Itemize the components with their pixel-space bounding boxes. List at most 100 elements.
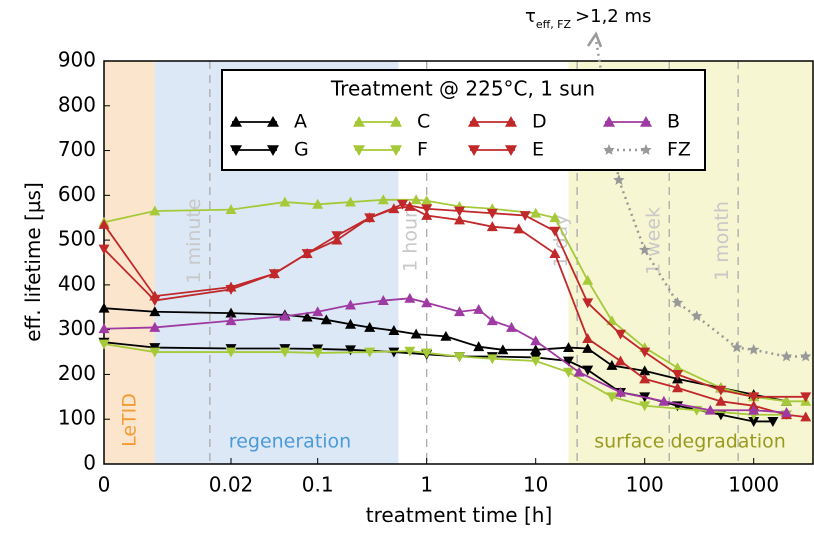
data-point	[513, 223, 525, 234]
data-point	[563, 342, 575, 352]
data-point	[149, 321, 161, 332]
data-point	[98, 323, 110, 334]
x-axis-label: treatment time [h]	[366, 503, 553, 527]
data-point	[268, 269, 280, 280]
annotation-symbol: τ	[525, 6, 536, 27]
data-point	[149, 306, 161, 317]
annotation-text: >1,2 ms	[575, 6, 651, 27]
data-point	[549, 226, 561, 237]
legend-label: E	[532, 139, 544, 161]
legend-marker	[353, 116, 365, 127]
data-point	[582, 342, 594, 353]
time-mark-label: 1 minute	[183, 198, 205, 283]
y-tick-label: 0	[83, 451, 96, 475]
x-tick-label: 10	[523, 473, 548, 497]
legend-label: D	[532, 111, 547, 133]
data-point	[473, 304, 485, 314]
data-point	[781, 395, 793, 406]
data-point	[639, 347, 651, 358]
data-point	[279, 347, 291, 358]
data-point	[364, 213, 376, 224]
data-point	[377, 194, 389, 205]
plot-frame	[103, 60, 814, 465]
legend-marker	[640, 116, 652, 127]
data-point	[397, 199, 409, 210]
data-point	[615, 329, 627, 340]
data-point	[345, 345, 357, 356]
y-axis-label: eff. lifetime [µs]	[21, 182, 45, 342]
data-point	[410, 194, 422, 205]
legend-marker	[390, 116, 402, 127]
data-point	[345, 299, 357, 310]
annotation: τeff, FZ >1,2 ms	[525, 6, 651, 31]
data-point	[486, 315, 498, 326]
data-point	[563, 367, 575, 378]
data-point	[98, 302, 110, 313]
data-point	[331, 231, 343, 242]
data-point	[454, 214, 466, 225]
data-point	[582, 365, 594, 376]
data-point	[715, 395, 727, 406]
data-point	[421, 209, 433, 220]
data-point	[454, 352, 466, 363]
data-point	[225, 315, 237, 326]
data-point	[613, 174, 625, 185]
legend-marker	[468, 116, 480, 127]
data-point	[704, 404, 716, 415]
data-point	[672, 362, 684, 373]
x-tick-label: 1000	[728, 473, 779, 497]
legend-label: FZ	[667, 139, 691, 161]
data-point	[781, 407, 793, 417]
data-point	[639, 401, 651, 412]
x-tick-label: 100	[626, 473, 664, 497]
legend-label: G	[294, 139, 309, 161]
data-point	[549, 248, 561, 258]
data-point	[530, 356, 542, 367]
legend: Treatment @ 225°C, 1 sun AG CF DE B FZ	[221, 69, 706, 171]
data-point	[582, 274, 594, 285]
data-point	[312, 198, 324, 209]
y-tick-label: 500	[58, 227, 96, 251]
data-point	[799, 350, 812, 362]
time-mark-label: 1 month	[711, 201, 733, 281]
region	[104, 61, 155, 464]
data-point	[671, 296, 684, 308]
data-point	[149, 205, 161, 216]
data-point	[279, 310, 291, 321]
data-point	[615, 355, 627, 366]
data-point	[639, 373, 651, 384]
x-tick-label: 1	[420, 473, 433, 497]
data-point	[748, 392, 760, 403]
data-point	[573, 366, 585, 377]
data-point	[225, 204, 237, 215]
annotation-subscript: eff, FZ	[536, 18, 572, 31]
data-point	[530, 335, 542, 346]
legend-marker	[267, 145, 279, 156]
data-point	[506, 321, 518, 332]
data-point	[748, 404, 760, 415]
data-point	[530, 344, 542, 355]
data-point	[672, 382, 684, 393]
legend-label: F	[417, 139, 428, 161]
region-label: surface degradation	[594, 431, 786, 453]
data-point	[404, 292, 416, 303]
data-point	[715, 385, 727, 396]
legend-marker	[603, 116, 615, 127]
data-point	[98, 339, 110, 350]
y-tick-label: 100	[58, 406, 96, 430]
data-point	[747, 343, 760, 355]
data-point	[404, 346, 416, 357]
x-tick-label: 0.02	[209, 473, 254, 497]
data-point	[225, 347, 237, 358]
plot-layer: 0 100 200 300 400 500 600 700 800 900 0 0.02 0.1 1 10 1…	[58, 6, 814, 497]
legend-marker	[267, 116, 279, 127]
data-point	[421, 348, 433, 359]
legend-marker	[230, 145, 242, 156]
legend-title: Treatment @ 225°C, 1 sun	[330, 77, 595, 101]
data-point	[388, 347, 400, 358]
y-tick-label: 300	[58, 316, 96, 340]
y-tick-label: 200	[58, 361, 96, 385]
y-tick-label: 900	[58, 48, 96, 72]
